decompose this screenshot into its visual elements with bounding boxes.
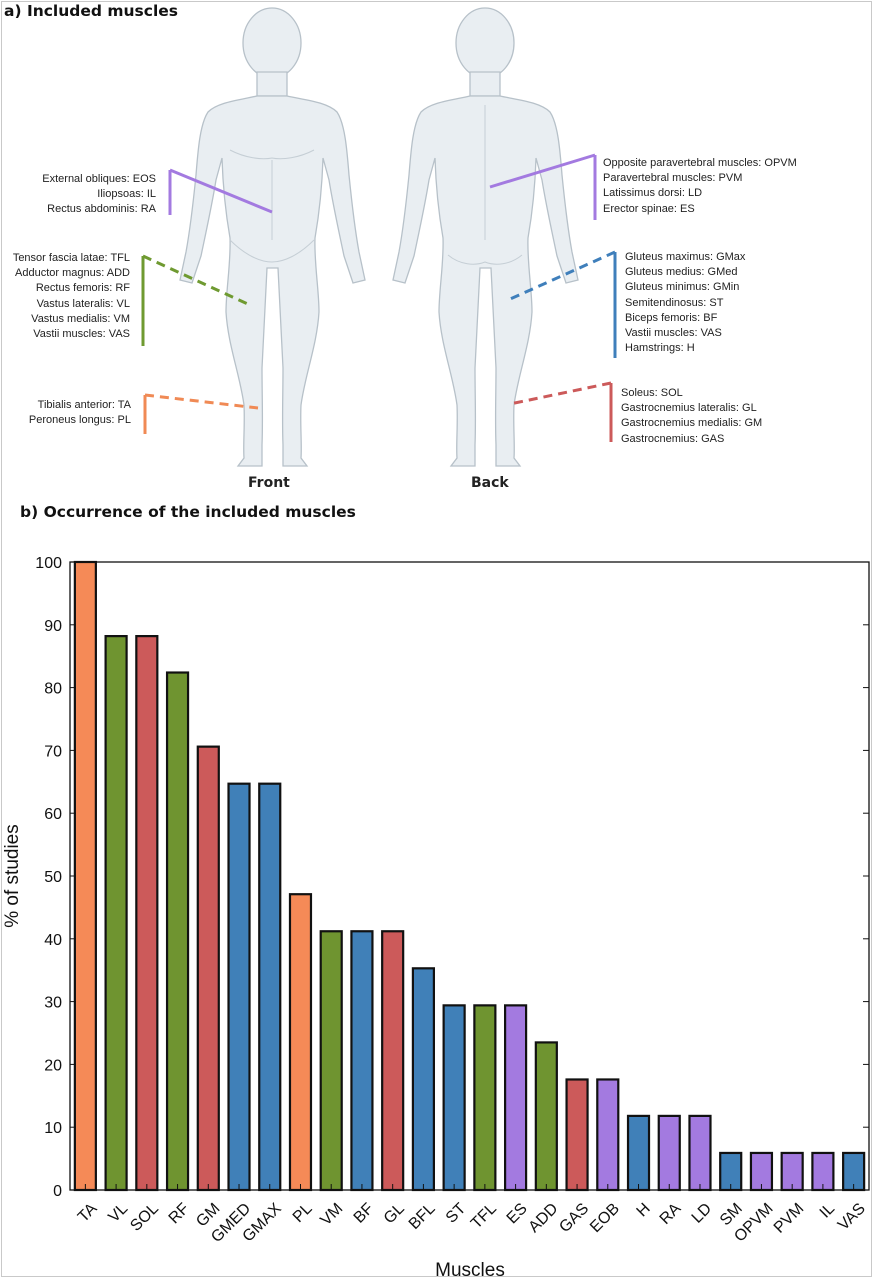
leader-calf-back-dash	[509, 381, 612, 406]
label-eos: External obliques: EOS	[42, 173, 156, 185]
label-vas-front: Vastii muscles: VAS	[33, 327, 130, 340]
labels-front-shin: Tibialis anterior: TA Peroneus longus: P…	[29, 398, 131, 428]
leader-back-thigh-dash	[507, 250, 616, 302]
back-body-figure	[392, 7, 579, 467]
label-es: Erector spinae: ES	[603, 202, 695, 215]
leader-eos-il-ra	[168, 168, 273, 215]
front-body-figure	[179, 7, 366, 467]
label-gmin: Gluteus minimus: GMin	[625, 281, 740, 294]
label-gl: Gastrocnemius lateralis: GL	[621, 402, 757, 415]
label-opvm: Opposite paravertebral muscles: OPVM	[603, 157, 797, 169]
label-vas-back: Vastii muscles: VAS	[625, 326, 722, 339]
panel-b-title: b) Occurrence of the included muscles	[20, 503, 356, 521]
label-tfl: Tensor fascia latae: TFL	[12, 252, 130, 264]
back-view-label: Back	[471, 475, 509, 491]
panel-a-title: a) Included muscles	[4, 2, 179, 20]
label-sol: Soleus: SOL	[621, 387, 683, 399]
labels-back-trunk: Opposite paravertebral muscles: OPVM Par…	[603, 156, 797, 217]
label-ra: Rectus abdominis: RA	[47, 203, 156, 216]
labels-front-thigh: Tensor fascia latae: TFL Adductor magnus…	[13, 251, 130, 342]
label-ta: Tibialis anterior: TA	[37, 399, 131, 411]
leader-shin-front-dash	[144, 393, 259, 410]
labels-back-calf: Soleus: SOL Gastrocnemius lateralis: GL …	[621, 386, 762, 447]
label-h: Hamstrings: H	[625, 342, 695, 355]
labels-back-thigh: Gluteus maximus: GMax Gluteus medius: GM…	[625, 250, 745, 356]
anatomy-figure	[141, 7, 617, 467]
label-rf: Rectus femoris: RF	[35, 282, 130, 295]
label-st: Semitendinosus: ST	[625, 296, 724, 309]
labels-front-trunk: External obliques: EOS Iliopsoas: IL Rec…	[42, 172, 156, 218]
label-vl: Vastus lateralis: VL	[36, 297, 130, 310]
label-pl: Peroneus longus: PL	[28, 414, 131, 427]
front-view-label: Front	[248, 475, 290, 491]
label-vm: Vastus medialis: VM	[31, 312, 130, 325]
leader-lines	[141, 153, 617, 442]
leader-back-trunk	[489, 153, 597, 220]
label-ld: Latissimus dorsi: LD	[603, 187, 703, 200]
leader-thigh-front-dash	[142, 254, 251, 307]
label-gas: Gastrocnemius: GAS	[621, 432, 725, 445]
label-il: Iliopsoas: IL	[97, 188, 156, 201]
label-gmed: Gluteus medius: GMed	[625, 266, 738, 279]
label-bf: Biceps femoris: BF	[625, 311, 718, 324]
label-add: Adductor magnus: ADD	[15, 267, 130, 280]
label-pvm: Paravertebral muscles: PVM	[603, 172, 743, 185]
label-gm: Gastrocnemius medialis: GM	[621, 417, 763, 430]
label-gmax: Gluteus maximus: GMax	[625, 251, 746, 263]
